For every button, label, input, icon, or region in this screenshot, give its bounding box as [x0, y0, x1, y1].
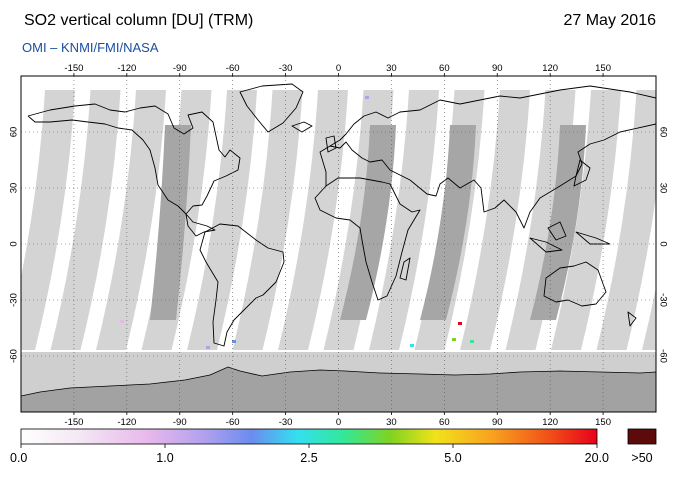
lon-tick-label-bottom: -30	[279, 417, 293, 428]
swath	[278, 90, 348, 350]
lat-tick-label-right: 30	[657, 183, 668, 194]
lat-tick-label-left: -60	[9, 349, 20, 363]
lon-tick-label-bottom: 60	[439, 417, 450, 428]
eurasia-coast	[319, 85, 656, 229]
colorbar-tick-label: 0.0	[10, 451, 27, 465]
lon-tick-label-bottom: 0	[336, 417, 341, 428]
madagascar-coast	[399, 257, 411, 281]
tick-labels: -150 -150 -120 -120 -90 -90 -60 -60 -30 -30 0 0 30 30…	[9, 63, 669, 428]
data-source: OMI – KNMI/FMI/NASA	[22, 40, 159, 55]
so2-speckle	[410, 344, 414, 347]
colorbar-tick-label: 1.0	[156, 451, 173, 465]
swath-overlap	[340, 125, 396, 320]
so2-map: -150 -150 -120 -120 -90 -90 -60 -60 -30 -30 0 0 30 30…	[9, 63, 669, 428]
lat-tick-label-left: 30	[9, 183, 20, 194]
lat-tick-label-right: -60	[657, 349, 668, 363]
swath	[187, 90, 257, 350]
lon-tick-label-bottom: 120	[542, 417, 558, 428]
north-america-coast	[27, 103, 241, 237]
lon-tick-label-bottom: 150	[595, 417, 611, 428]
lon-tick-label-top: 150	[595, 63, 611, 74]
swath	[596, 90, 656, 350]
lon-tick-label-bottom: 30	[386, 417, 397, 428]
orbit-swaths	[21, 90, 656, 350]
so2-speckle	[365, 96, 369, 99]
lon-tick-label-top: 60	[439, 63, 450, 74]
lat-tick-label-left: -30	[9, 293, 20, 307]
swath	[642, 287, 656, 350]
lat-tick-label-left: 60	[9, 127, 20, 138]
lon-tick-label-bottom: -150	[64, 417, 83, 428]
colorbar-tick-label: 5.0	[444, 451, 461, 465]
so2-speckle	[458, 322, 462, 325]
lat-tick-label-right: 60	[657, 127, 668, 138]
south-america-coast	[199, 223, 285, 347]
lon-tick-label-top: -30	[279, 63, 293, 74]
lon-tick-label-top: 90	[492, 63, 503, 74]
swath	[21, 90, 75, 350]
colorbar-overflow-label: >50	[631, 451, 652, 465]
lon-tick-label-top: 30	[386, 63, 397, 74]
lon-tick-label-top: 0	[336, 63, 341, 74]
lat-tick-label-right: -30	[657, 293, 668, 307]
swath	[50, 90, 121, 350]
coastlines	[27, 83, 656, 347]
swath	[232, 90, 303, 350]
lon-tick-label-top: -150	[64, 63, 83, 74]
swath-overlap	[420, 125, 476, 320]
australia-coast	[543, 261, 607, 307]
colorbar-tick-label: 20.0	[585, 451, 609, 465]
swath	[369, 90, 439, 350]
so2-speckles	[120, 96, 474, 349]
lon-tick-label-top: -60	[226, 63, 240, 74]
lon-tick-label-top: -90	[173, 63, 187, 74]
swath	[460, 90, 530, 350]
colorbar-ticks: 0.0 1.0 2.5 5.0 20.0	[10, 444, 609, 465]
swath	[551, 90, 621, 350]
swath	[96, 90, 166, 350]
lat-tick-label-right: 0	[657, 241, 668, 246]
new-zealand-coast	[627, 311, 637, 327]
swath	[505, 90, 576, 350]
lon-tick-label-bottom: -120	[117, 417, 136, 428]
iceland-coast	[291, 121, 313, 133]
lon-tick-label-bottom: -60	[226, 417, 240, 428]
so2-speckle	[206, 346, 210, 349]
graticule	[21, 76, 656, 412]
lon-tick-label-top: 120	[542, 63, 558, 74]
so2-speckle	[470, 340, 474, 343]
british-isles-coast	[325, 135, 337, 153]
lat-tick-label-left: 0	[9, 241, 20, 246]
lon-tick-label-bottom: 90	[492, 417, 503, 428]
so2-speckle	[452, 338, 456, 341]
greenland-coast	[239, 83, 304, 133]
map-date: 27 May 2016	[563, 12, 656, 29]
lon-tick-label-bottom: -90	[173, 417, 187, 428]
map-title: SO2 vertical column [DU] (TRM)	[24, 12, 254, 29]
lon-tick-label-top: -120	[117, 63, 136, 74]
japan-coast	[573, 159, 591, 187]
so2-speckle	[232, 340, 236, 343]
so2-speckle	[120, 320, 124, 323]
africa-coast	[314, 177, 421, 301]
swath-overlap	[150, 125, 191, 320]
colorbar-tick-label: 2.5	[300, 451, 317, 465]
